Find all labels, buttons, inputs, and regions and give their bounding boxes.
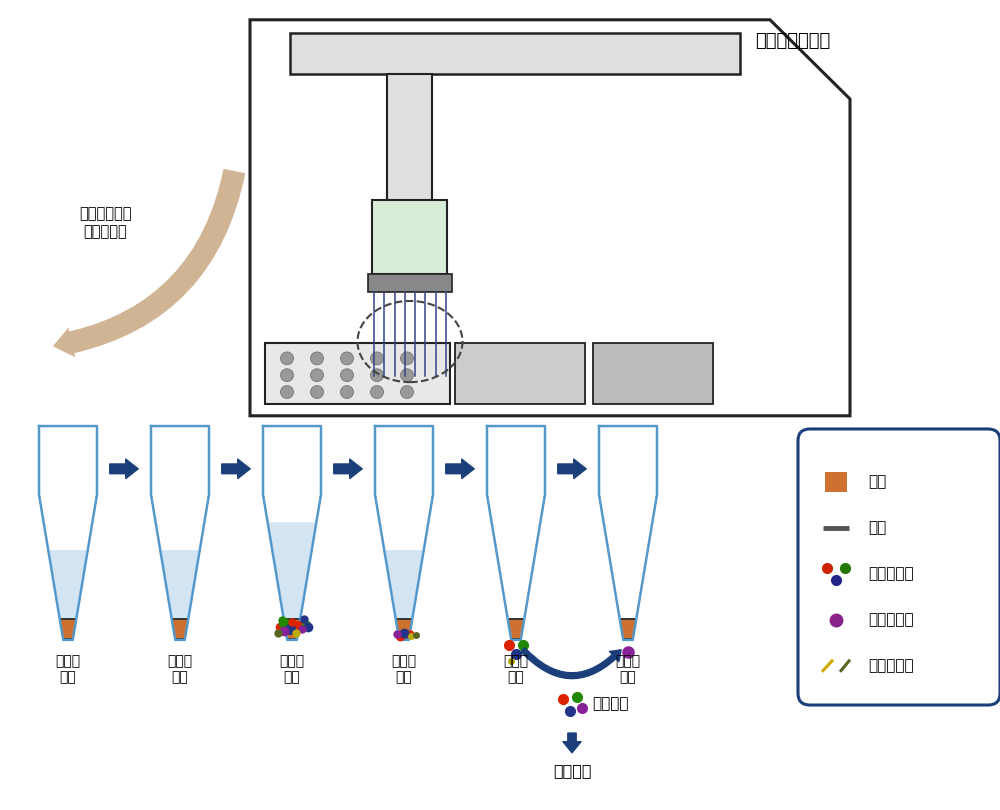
FancyBboxPatch shape	[825, 472, 847, 492]
FancyBboxPatch shape	[387, 75, 432, 210]
Text: 筛板: 筛板	[868, 521, 886, 535]
Polygon shape	[487, 426, 545, 640]
Circle shape	[340, 369, 354, 382]
FancyArrowPatch shape	[521, 648, 621, 679]
Polygon shape	[250, 19, 850, 416]
Circle shape	[370, 369, 384, 382]
FancyBboxPatch shape	[372, 200, 447, 275]
Text: 步骤五
洗脱: 步骤五 洗脱	[503, 654, 529, 684]
Circle shape	[310, 369, 324, 382]
Text: 步骤二
平衡: 步骤二 平衡	[167, 654, 193, 684]
Text: 自动移液工作站: 自动移液工作站	[755, 32, 830, 49]
Text: 算法混合: 算法混合	[592, 697, 629, 711]
Circle shape	[340, 386, 354, 399]
Polygon shape	[599, 426, 657, 640]
Text: 基质等干扰: 基质等干扰	[868, 659, 914, 673]
Circle shape	[400, 369, 414, 382]
Text: 吸头内自动化
流程示意图: 吸头内自动化 流程示意图	[79, 207, 131, 239]
FancyArrowPatch shape	[110, 459, 138, 479]
Circle shape	[400, 352, 414, 365]
FancyBboxPatch shape	[290, 32, 740, 75]
Circle shape	[370, 386, 384, 399]
Circle shape	[400, 386, 414, 399]
Polygon shape	[172, 620, 188, 640]
FancyBboxPatch shape	[798, 429, 1000, 705]
Polygon shape	[151, 426, 209, 640]
Polygon shape	[396, 620, 412, 640]
FancyArrowPatch shape	[446, 459, 474, 479]
Circle shape	[310, 352, 324, 365]
FancyArrowPatch shape	[563, 733, 581, 752]
Polygon shape	[375, 426, 433, 640]
Polygon shape	[620, 620, 636, 640]
Circle shape	[370, 352, 384, 365]
Polygon shape	[284, 620, 300, 640]
Polygon shape	[39, 426, 97, 640]
Circle shape	[340, 352, 354, 365]
Text: 填料: 填料	[868, 475, 886, 489]
Text: 特殊目标物: 特殊目标物	[868, 612, 914, 627]
Text: 普通目标物: 普通目标物	[868, 566, 914, 582]
FancyBboxPatch shape	[455, 343, 585, 404]
FancyBboxPatch shape	[368, 275, 452, 292]
Polygon shape	[60, 620, 76, 640]
Text: 步骤三
上样: 步骤三 上样	[279, 654, 305, 684]
FancyBboxPatch shape	[265, 343, 450, 404]
Text: 步骤四
清洗: 步骤四 清洗	[391, 654, 417, 684]
Polygon shape	[48, 550, 88, 640]
Polygon shape	[263, 426, 321, 640]
Polygon shape	[160, 550, 200, 640]
Polygon shape	[508, 620, 524, 640]
Circle shape	[310, 386, 324, 399]
FancyArrowPatch shape	[334, 459, 362, 479]
Polygon shape	[384, 550, 424, 640]
FancyBboxPatch shape	[593, 343, 713, 404]
Polygon shape	[268, 522, 316, 640]
Circle shape	[280, 386, 294, 399]
FancyArrowPatch shape	[222, 459, 250, 479]
Text: 质谱分析: 质谱分析	[553, 763, 591, 778]
Circle shape	[280, 369, 294, 382]
Text: 步骤一
活化: 步骤一 活化	[55, 654, 81, 684]
Circle shape	[280, 352, 294, 365]
Text: 步骤六
洗脱: 步骤六 洗脱	[615, 654, 641, 684]
FancyArrowPatch shape	[53, 168, 245, 357]
FancyArrowPatch shape	[558, 459, 586, 479]
